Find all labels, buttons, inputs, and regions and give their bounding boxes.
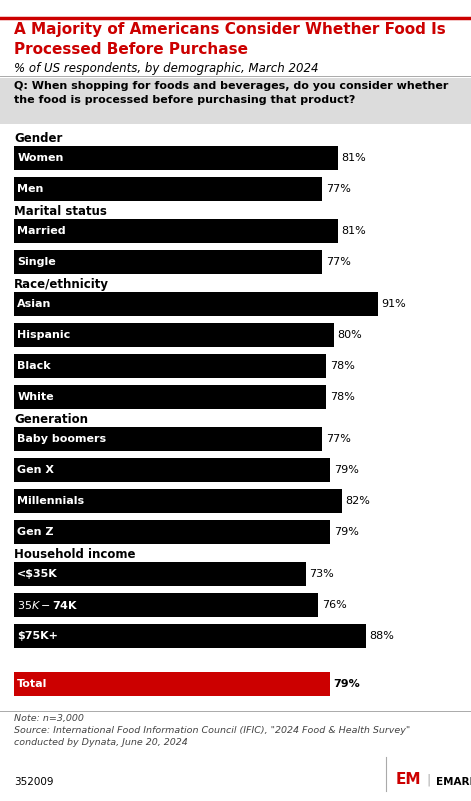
Text: $35K-$74K: $35K-$74K (17, 599, 79, 611)
Text: Marital status: Marital status (14, 205, 107, 218)
Text: EM: EM (396, 771, 421, 787)
Bar (14, 292, 379, 316)
Text: <$35K: <$35K (17, 570, 58, 579)
Bar (14, 427, 323, 451)
Text: 79%: 79% (333, 678, 360, 689)
Text: Single: Single (17, 257, 56, 268)
Bar (14, 489, 342, 513)
Text: Married: Married (17, 226, 66, 236)
Text: |: | (427, 774, 431, 787)
Text: Men: Men (17, 184, 44, 194)
Text: 80%: 80% (338, 330, 362, 340)
Text: $75K+: $75K+ (17, 631, 58, 642)
Text: Household income: Household income (14, 548, 136, 561)
Text: Generation: Generation (14, 413, 88, 426)
Text: Black: Black (17, 361, 51, 371)
Text: Gender: Gender (14, 132, 63, 145)
Bar (14, 385, 326, 409)
Text: Processed Before Purchase: Processed Before Purchase (14, 42, 248, 58)
Bar (14, 177, 323, 201)
Text: 79%: 79% (333, 465, 358, 475)
Text: Women: Women (17, 153, 64, 163)
Bar (14, 458, 331, 482)
Text: Gen X: Gen X (17, 465, 54, 475)
Text: Baby boomers: Baby boomers (17, 434, 106, 445)
Bar (14, 251, 323, 274)
Text: 81%: 81% (341, 153, 366, 163)
Text: 91%: 91% (382, 299, 406, 309)
Text: % of US respondents, by demographic, March 2024: % of US respondents, by demographic, Mar… (14, 62, 318, 75)
Text: Hispanic: Hispanic (17, 330, 71, 340)
Text: 77%: 77% (325, 184, 350, 194)
Bar (14, 672, 331, 696)
Bar (14, 521, 331, 544)
Text: 79%: 79% (333, 527, 358, 537)
Text: EMARKETER: EMARKETER (436, 777, 471, 787)
Bar (14, 624, 366, 648)
Text: Note: n=3,000
Source: International Food Information Council (IFIC), "2024 Food : Note: n=3,000 Source: International Food… (14, 714, 410, 747)
Text: 77%: 77% (325, 257, 350, 268)
Text: 78%: 78% (330, 392, 355, 402)
Bar (14, 219, 339, 243)
Bar (14, 562, 307, 586)
Bar (14, 354, 326, 378)
Text: White: White (17, 392, 54, 402)
Text: A Majority of Americans Consider Whether Food Is: A Majority of Americans Consider Whether… (14, 22, 446, 38)
Text: 77%: 77% (325, 434, 350, 445)
Bar (14, 594, 318, 617)
Text: 82%: 82% (346, 497, 371, 506)
Text: 78%: 78% (330, 361, 355, 371)
Bar (14, 147, 339, 170)
Text: 81%: 81% (341, 226, 366, 236)
Text: Asian: Asian (17, 299, 52, 309)
Text: 88%: 88% (370, 631, 395, 642)
Text: Gen Z: Gen Z (17, 527, 54, 537)
Text: Total: Total (17, 678, 48, 689)
Text: 352009: 352009 (14, 777, 54, 787)
Text: Q: When shopping for foods and beverages, do you consider whether
the food is pr: Q: When shopping for foods and beverages… (14, 81, 448, 104)
Text: Millennials: Millennials (17, 497, 84, 506)
Text: Race/ethnicity: Race/ethnicity (14, 278, 109, 291)
Text: 73%: 73% (309, 570, 334, 579)
Bar (14, 324, 334, 347)
Text: 76%: 76% (322, 600, 346, 610)
